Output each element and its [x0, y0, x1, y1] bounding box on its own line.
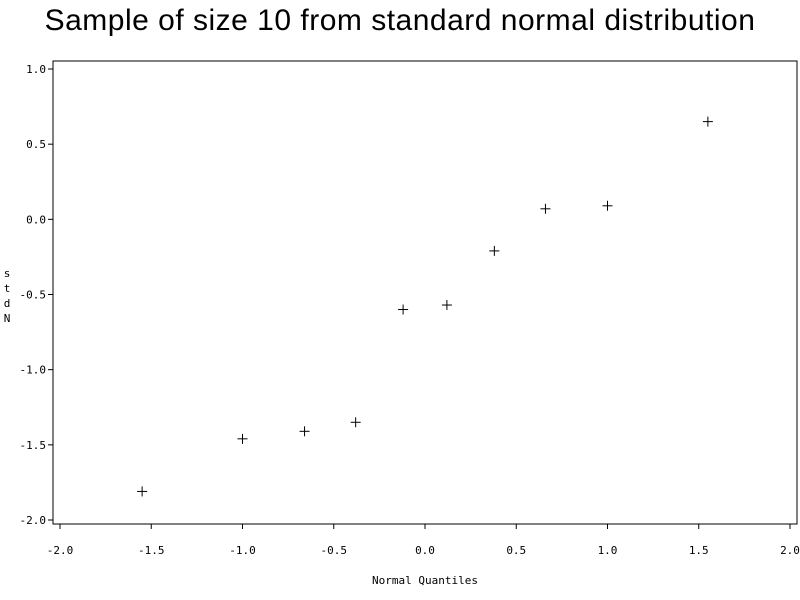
- plot-frame: [52, 60, 798, 525]
- y-tick-label: -0.5: [20, 289, 47, 302]
- data-point: [137, 486, 148, 497]
- data-point: [702, 116, 713, 127]
- y-tick-label: -2.0: [20, 514, 47, 527]
- y-axis-ticks: -2.0 -1.5 -1.0 -0.5 0.0 0.5 1.0: [20, 63, 53, 527]
- data-point: [299, 426, 310, 437]
- y-tick-label: 1.0: [26, 63, 46, 76]
- y-tick-label: -1.5: [20, 439, 47, 452]
- data-point: [489, 245, 500, 256]
- x-tick-label: -2.0: [47, 544, 74, 557]
- data-point: [237, 433, 248, 444]
- chart-title: Sample of size 10 from standard normal d…: [44, 4, 756, 37]
- data-point: [540, 203, 551, 214]
- y-tick-label: 0.5: [26, 138, 46, 151]
- data-point: [398, 304, 409, 315]
- x-tick-label: 1.5: [689, 544, 709, 557]
- x-axis-label: Normal Quantiles: [372, 574, 478, 587]
- x-tick-label: -1.5: [138, 544, 165, 557]
- data-point: [441, 300, 452, 311]
- data-points: [137, 116, 713, 497]
- x-tick-label: -1.0: [229, 544, 256, 557]
- y-tick-label: 0.0: [26, 213, 46, 226]
- x-tick-label: 0.0: [415, 544, 435, 557]
- data-point: [602, 200, 613, 211]
- x-tick-label: 1.0: [598, 544, 618, 557]
- data-point: [350, 417, 361, 428]
- x-tick-label: -0.5: [321, 544, 348, 557]
- y-tick-label: -1.0: [20, 364, 47, 377]
- x-tick-label: 2.0: [780, 544, 800, 557]
- x-tick-label: 0.5: [506, 544, 526, 557]
- x-axis-ticks: -2.0 -1.5 -1.0 -0.5 0.0 0.5 1.0 1.5 2.0: [47, 524, 800, 557]
